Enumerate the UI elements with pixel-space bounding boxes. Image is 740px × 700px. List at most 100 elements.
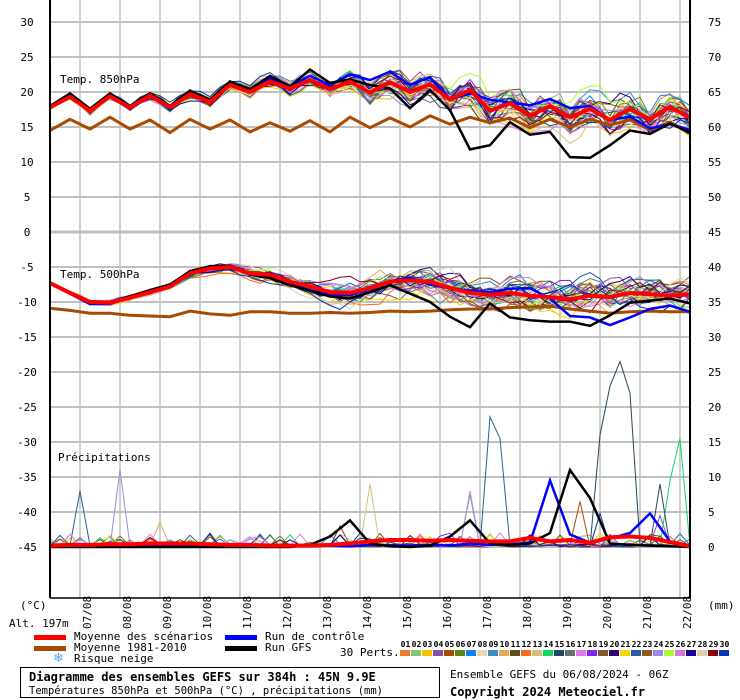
right-axis-tick: 10 [708,471,721,484]
legend-snow-label: Risque neige [74,652,154,665]
perturbation-line-precip-13 [49,483,691,548]
member-number-04: 04 [433,640,444,649]
legend-climatology-swatch [34,646,66,651]
ensemble-mean-line-t850 [49,78,691,122]
member-color-swatch-30 [719,650,729,656]
legend-control-swatch [225,635,257,640]
left-axis-tick: 10 [20,156,33,169]
ensemble-mean-line-t500 [49,265,691,305]
right-axis-tick: 15 [708,436,721,449]
member-color-swatch-05 [444,650,454,656]
member-color-swatch-25 [664,650,674,656]
control-run-line-precip [50,476,691,548]
right-axis-tick: 35 [708,296,721,309]
left-axis-unit: (°C) [20,599,47,612]
date-tick: 14/08 [361,596,374,629]
right-axis-tick: 40 [708,261,721,274]
date-tick: 19/08 [561,596,574,629]
left-axis-tick: -40 [17,506,37,519]
date-tick: 07/08 [81,596,94,629]
date-tick: 18/08 [521,596,534,629]
member-color-swatch-06 [455,650,465,656]
member-number-12: 12 [521,640,532,649]
member-number-14: 14 [543,640,554,649]
gfs-run-line-t500 [49,264,691,329]
member-number-28: 28 [697,640,708,649]
member-color-swatch-23 [642,650,652,656]
member-number-17: 17 [576,640,587,649]
left-axis-tick: -35 [17,471,37,484]
left-axis-tick: 5 [24,191,31,204]
left-axis-tick: -30 [17,436,37,449]
member-number-06: 06 [455,640,466,649]
member-number-24: 24 [653,640,664,649]
date-tick: 12/08 [281,596,294,629]
member-number-20: 20 [609,640,620,649]
member-color-swatch-01 [400,650,410,656]
left-axis-tick: 30 [20,16,33,29]
member-color-swatch-26 [675,650,685,656]
gfs-run-line-precip [50,467,691,549]
date-tick: 21/08 [641,596,654,629]
member-number-18: 18 [587,640,598,649]
right-axis-tick: 25 [708,366,721,379]
title-box: Diagramme des ensembles GEFS sur 384h : … [20,667,440,698]
axes [49,0,691,599]
legend-gfs-swatch [225,646,257,651]
right-axis-tick: 55 [708,156,721,169]
date-tick: 20/08 [601,596,614,629]
left-axis-tick: 20 [20,86,33,99]
member-number-16: 16 [565,640,576,649]
member-number-27: 27 [686,640,697,649]
member-number-05: 05 [444,640,455,649]
right-axis-tick: 45 [708,226,721,239]
altitude-label: Alt. 197m [9,617,69,630]
right-axis-tick: 60 [708,121,721,134]
right-axis-tick: 5 [708,506,715,519]
member-color-swatch-03 [422,650,432,656]
member-number-30: 30 [719,640,730,649]
legend-mean-label: Moyenne des scénarios [74,630,214,643]
member-number-01: 01 [400,640,411,649]
right-axis-tick: 20 [708,401,721,414]
member-color-swatch-12 [521,650,531,656]
right-axis-tick: 30 [708,331,721,344]
legend-control-label: Run de contrôle [265,630,365,643]
member-color-swatch-18 [587,650,597,656]
climatology-line-t850 [49,114,691,136]
date-tick: 16/08 [441,596,454,629]
member-color-swatch-28 [697,650,707,656]
member-color-swatch-11 [510,650,520,656]
right-axis-tick: 70 [708,51,721,64]
snowflake-icon: ❄ [53,651,64,666]
member-number-22: 22 [631,640,642,649]
member-number-21: 21 [620,640,631,649]
member-color-swatch-19 [598,650,608,656]
member-number-26: 26 [675,640,686,649]
member-number-07: 07 [466,640,477,649]
member-number-19: 19 [598,640,609,649]
member-color-swatch-17 [576,650,586,656]
member-number-11: 11 [510,640,521,649]
left-axis-tick: 0 [24,226,31,239]
left-axis-tick: -15 [17,331,37,344]
right-axis-unit: (mm) [708,599,735,612]
legend-mean-swatch [34,635,66,640]
date-tick: 08/08 [121,596,134,629]
left-axis-tick: -10 [17,296,37,309]
member-color-swatch-13 [532,650,542,656]
member-color-swatch-20 [609,650,619,656]
legend-climatology-label: Moyenne 1981-2010 [74,641,187,654]
right-axis-tick: 75 [708,16,721,29]
member-number-02: 02 [411,640,422,649]
panel-label-850: Temp. 850hPa [60,73,140,86]
member-number-13: 13 [532,640,543,649]
member-color-swatch-09 [488,650,498,656]
member-number-15: 15 [554,640,565,649]
member-color-swatch-29 [708,650,718,656]
left-axis-tick: -45 [17,541,37,554]
axis-ticks: 302520151050-5-10-15-20-25-30-35-40-4575… [17,16,721,629]
member-color-swatch-15 [554,650,564,656]
chart-title: Diagramme des ensembles GEFS sur 384h : … [29,670,376,684]
